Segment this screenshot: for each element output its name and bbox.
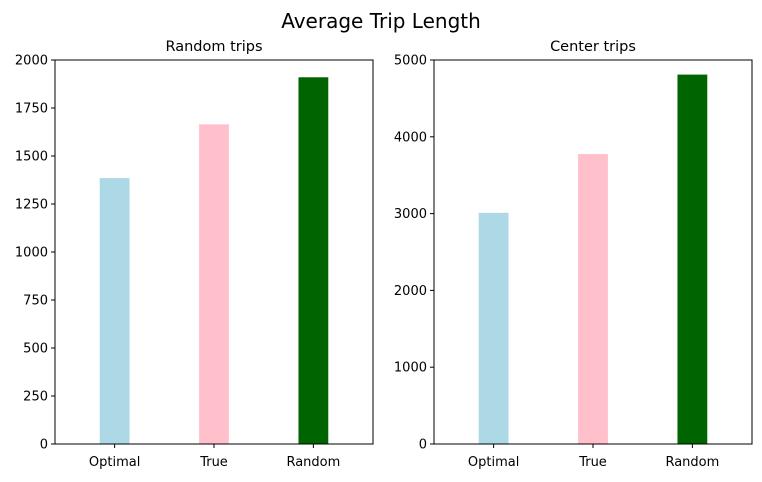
y-tick-label: 5000 [394, 54, 427, 69]
y-tick-label: 1500 [15, 150, 48, 165]
bar-true [199, 124, 229, 444]
x-tick-label: Random [286, 455, 340, 470]
bar-optimal [478, 212, 509, 444]
y-tick-label: 1000 [15, 246, 48, 261]
y-tick-label: 4000 [394, 130, 427, 145]
y-tick-label: 3000 [394, 207, 427, 222]
bar-true [578, 154, 608, 444]
x-tick-label: Optimal [89, 455, 140, 470]
y-tick-label: 1000 [394, 361, 427, 376]
y-tick-label: 250 [23, 390, 48, 405]
bar-optimal [99, 178, 130, 444]
y-tick-label: 0 [40, 438, 48, 453]
axes-title: Random trips [165, 39, 262, 55]
y-tick-label: 2000 [394, 284, 427, 299]
y-tick-label: 750 [23, 294, 48, 309]
axes-title: Center trips [550, 39, 636, 55]
x-tick-label: Optimal [468, 455, 519, 470]
bar-random [677, 74, 708, 444]
bar-random [298, 77, 329, 444]
x-tick-label: True [578, 455, 607, 470]
x-tick-label: True [199, 455, 228, 470]
y-tick-label: 500 [23, 342, 48, 357]
figure-title: Average Trip Length [281, 9, 481, 33]
y-tick-label: 1250 [15, 198, 48, 213]
x-tick-label: Random [665, 455, 719, 470]
y-tick-label: 0 [419, 438, 427, 453]
y-tick-label: 2000 [15, 54, 48, 69]
y-tick-label: 1750 [15, 102, 48, 117]
